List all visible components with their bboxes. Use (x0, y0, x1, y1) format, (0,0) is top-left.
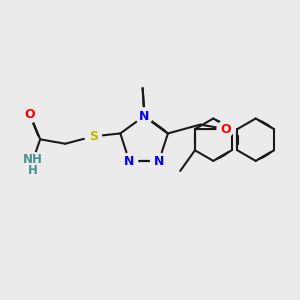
Circle shape (19, 152, 44, 177)
Text: N: N (154, 155, 164, 168)
Circle shape (217, 121, 234, 137)
Text: N: N (124, 155, 135, 168)
Circle shape (151, 153, 167, 170)
Text: NH: NH (23, 152, 43, 166)
Circle shape (85, 128, 101, 145)
Text: O: O (220, 122, 231, 136)
Text: O: O (25, 108, 35, 121)
Text: S: S (89, 130, 98, 143)
Text: N: N (139, 110, 149, 123)
Circle shape (136, 108, 152, 124)
Circle shape (121, 153, 138, 170)
Circle shape (22, 106, 38, 122)
Text: H: H (28, 164, 38, 177)
